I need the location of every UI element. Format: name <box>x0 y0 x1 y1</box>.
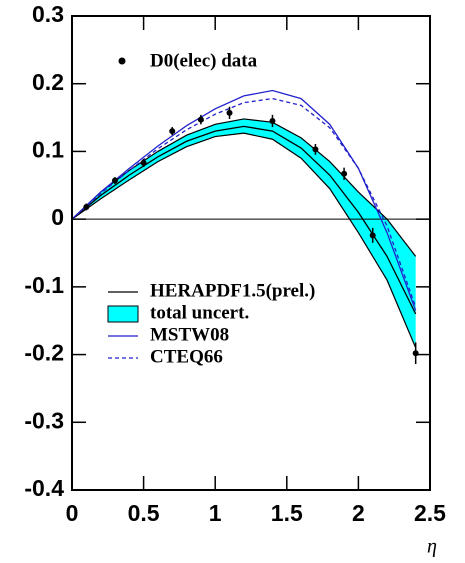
legend-marker <box>118 57 126 65</box>
data-point <box>341 170 348 177</box>
data-point <box>197 116 204 123</box>
data-point <box>83 203 90 210</box>
legend-label: CTEQ66 <box>150 346 223 367</box>
legend-label: HERAPDF1.5(prel.) <box>150 280 315 301</box>
data-point <box>140 159 147 166</box>
legend-label: MSTW08 <box>150 324 229 345</box>
data-point <box>369 232 376 239</box>
y-tick-label: 0.1 <box>32 137 64 163</box>
legend-label: total uncert. <box>150 302 249 323</box>
band-edge <box>71 132 417 349</box>
y-tick-label: -0.1 <box>24 272 64 298</box>
x-tick-label: 0.5 <box>128 500 160 526</box>
x-tick-label: 0 <box>66 500 79 526</box>
band-edge <box>71 118 417 257</box>
plot-frame <box>71 15 431 491</box>
curve <box>71 97 417 308</box>
y-tick-label: -0.3 <box>24 407 64 433</box>
data-point <box>226 109 233 116</box>
x-tick-label: 2.5 <box>414 500 446 526</box>
x-tick-label: 1 <box>209 500 222 526</box>
data-point <box>111 177 118 184</box>
legend-label: D0(elec) data <box>150 50 258 71</box>
data-point <box>169 128 176 135</box>
y-tick-label: -0.4 <box>24 475 64 501</box>
y-tick-label: -0.2 <box>24 340 64 366</box>
legend-marker <box>107 305 139 323</box>
data-point <box>312 146 319 153</box>
y-tick-label: 0 <box>51 204 64 230</box>
data-point <box>269 117 276 124</box>
y-tick-label: 0.2 <box>32 69 64 95</box>
curve <box>71 125 417 315</box>
x-tick-label: 1.5 <box>271 500 303 526</box>
x-tick-label: 2 <box>352 500 365 526</box>
x-axis-label: η <box>427 536 437 558</box>
y-tick-label: 0.3 <box>32 1 64 27</box>
